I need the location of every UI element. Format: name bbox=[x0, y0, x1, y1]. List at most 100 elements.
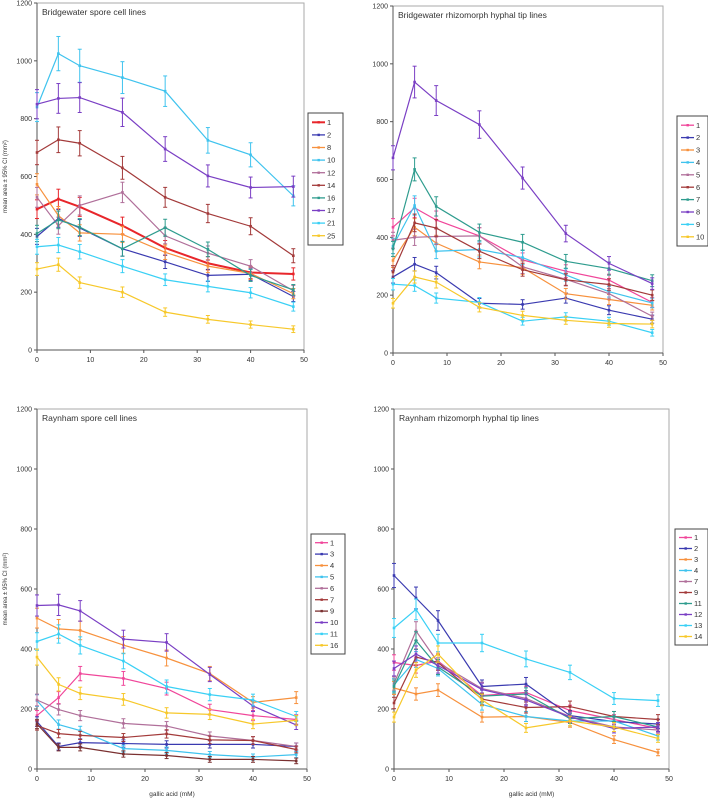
data-point bbox=[292, 288, 295, 292]
data-point bbox=[35, 232, 39, 235]
data-point bbox=[607, 283, 611, 286]
data-point bbox=[165, 724, 168, 728]
data-point bbox=[78, 64, 82, 68]
chart-panel-2: 0 200 400 600 800 1000 1200 0 10 20 30 40 50 Bridgewa… bbox=[372, 4, 708, 367]
series-14 bbox=[392, 645, 660, 743]
series-line bbox=[36, 217, 294, 298]
y-tick-label: 800 bbox=[20, 116, 32, 123]
data-point bbox=[478, 249, 481, 253]
series-line bbox=[36, 244, 294, 308]
data-point bbox=[413, 80, 416, 84]
series-line bbox=[36, 724, 297, 751]
data-point bbox=[392, 715, 396, 719]
data-point bbox=[434, 249, 438, 253]
legend-label: 1 bbox=[696, 121, 700, 130]
data-point bbox=[413, 275, 416, 279]
series-line bbox=[36, 139, 294, 257]
data-point bbox=[607, 262, 611, 265]
data-point bbox=[413, 284, 416, 287]
data-point bbox=[392, 626, 396, 630]
legend-marker bbox=[320, 564, 323, 567]
series-line bbox=[36, 633, 297, 718]
data-point bbox=[35, 655, 39, 659]
data-point bbox=[564, 292, 568, 296]
data-point bbox=[78, 225, 82, 229]
series-7 bbox=[35, 720, 299, 754]
data-point bbox=[35, 196, 39, 199]
data-point bbox=[57, 197, 60, 201]
data-point bbox=[480, 715, 484, 719]
legend-marker bbox=[320, 587, 323, 590]
x-tick-label: 10 bbox=[87, 776, 95, 783]
series-line bbox=[36, 219, 294, 291]
data-point bbox=[414, 596, 418, 600]
data-point bbox=[122, 747, 125, 750]
data-point bbox=[650, 314, 654, 318]
series-7 bbox=[391, 157, 655, 288]
data-point bbox=[521, 303, 524, 306]
y-tick-label: 400 bbox=[376, 235, 388, 242]
legend-marker bbox=[317, 196, 320, 200]
x-tick-label: 50 bbox=[300, 357, 308, 364]
series-line bbox=[392, 204, 653, 304]
legend-marker bbox=[684, 569, 687, 572]
data-point bbox=[57, 243, 60, 247]
data-point bbox=[656, 751, 660, 754]
data-point bbox=[650, 322, 654, 326]
data-point bbox=[121, 290, 124, 294]
legend-label: 14 bbox=[694, 632, 702, 641]
data-point bbox=[78, 204, 82, 207]
data-point bbox=[436, 641, 440, 645]
data-point bbox=[650, 301, 654, 305]
x-tick-label: 50 bbox=[303, 776, 311, 783]
data-point bbox=[414, 639, 418, 642]
data-point bbox=[163, 260, 167, 264]
data-point bbox=[78, 281, 82, 284]
data-point bbox=[78, 96, 82, 99]
data-point bbox=[121, 191, 124, 194]
y-tick-label: 600 bbox=[377, 587, 389, 594]
y-axis-label: mean area ± 95% CI (mm²) bbox=[3, 140, 9, 213]
series-line bbox=[36, 699, 297, 748]
data-point bbox=[521, 314, 524, 317]
data-point bbox=[568, 671, 572, 674]
legend-label: 2 bbox=[694, 544, 698, 553]
data-point bbox=[650, 282, 654, 285]
legend-marker bbox=[317, 184, 320, 187]
data-point bbox=[121, 111, 124, 114]
plot-area bbox=[36, 2, 305, 351]
legend-label: 3 bbox=[696, 146, 700, 155]
series-line bbox=[392, 226, 653, 306]
y-tick-label: 1000 bbox=[372, 61, 388, 68]
x-axis-label: gallic acid (mM) bbox=[149, 791, 195, 798]
data-point bbox=[392, 701, 396, 705]
data-point bbox=[57, 138, 60, 142]
x-tick-label: 50 bbox=[665, 776, 673, 783]
y-tick-label: 600 bbox=[20, 587, 32, 594]
data-point bbox=[434, 296, 438, 300]
legend-marker bbox=[686, 223, 689, 226]
legend-marker bbox=[686, 198, 689, 201]
y-tick-label: 400 bbox=[377, 647, 389, 654]
legend-label: 5 bbox=[330, 573, 334, 582]
legend-marker bbox=[686, 210, 689, 214]
data-point bbox=[57, 603, 60, 607]
data-point bbox=[208, 693, 212, 696]
series-line bbox=[392, 235, 653, 317]
data-point bbox=[292, 254, 295, 258]
data-point bbox=[436, 619, 440, 622]
y-tick-label: 200 bbox=[20, 707, 32, 714]
series-line bbox=[393, 658, 659, 737]
legend-marker bbox=[317, 133, 320, 137]
legend-label: 12 bbox=[327, 168, 335, 177]
data-point bbox=[121, 233, 124, 236]
data-point bbox=[165, 641, 168, 644]
data-point bbox=[564, 260, 568, 263]
y-axis-label: mean area ± 95% CI (mm²) bbox=[3, 553, 9, 626]
y-tick-label: 0 bbox=[28, 348, 32, 355]
chart-panel-3: 0 200 400 600 800 1000 1200 0 10 20 30 40 50 Raynham … bbox=[3, 407, 346, 798]
data-point bbox=[292, 305, 295, 308]
y-tick-label: 800 bbox=[20, 527, 32, 534]
x-tick-label: 40 bbox=[605, 360, 613, 367]
